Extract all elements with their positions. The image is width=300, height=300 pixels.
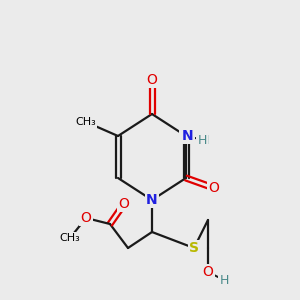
Text: N: N (182, 129, 194, 143)
Text: H: H (219, 274, 229, 286)
Text: CH₃: CH₃ (76, 117, 96, 127)
Text: H: H (199, 134, 209, 146)
Text: N: N (146, 193, 158, 207)
Text: N: N (180, 129, 192, 143)
Text: O: O (147, 73, 158, 87)
Text: CH₃: CH₃ (60, 233, 80, 243)
Text: O: O (118, 197, 129, 211)
Text: O: O (202, 265, 213, 279)
Text: O: O (81, 211, 92, 225)
Text: H: H (197, 134, 207, 146)
Text: O: O (208, 181, 219, 195)
Text: S: S (189, 241, 199, 255)
